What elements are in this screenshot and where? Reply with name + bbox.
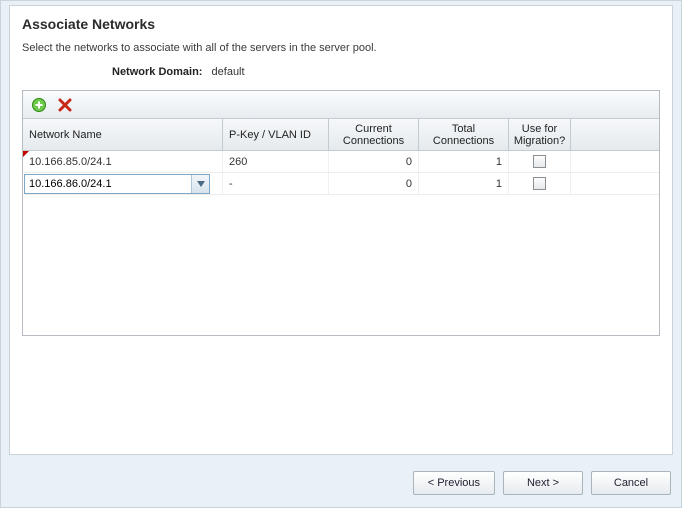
migration-checkbox[interactable] (533, 155, 546, 168)
cell-end (571, 173, 583, 194)
migration-checkbox[interactable] (533, 177, 546, 190)
table-row[interactable]: 10.166.85.0/24.1 260 0 1 (23, 151, 659, 173)
content-area: Associate Networks Select the networks t… (9, 5, 673, 455)
col-header-current-conn[interactable]: CurrentConnections (329, 119, 419, 150)
page-title: Associate Networks (22, 16, 660, 32)
grid-body[interactable]: 10.166.85.0/24.1 260 0 1 (23, 151, 659, 335)
col-header-network-name[interactable]: Network Name (23, 119, 223, 150)
previous-button[interactable]: < Previous (413, 471, 495, 495)
chevron-down-icon[interactable] (191, 175, 209, 193)
network-domain-label: Network Domain: (112, 66, 202, 78)
add-icon[interactable] (31, 97, 47, 113)
networks-grid: Network Name P-Key / VLAN ID CurrentConn… (22, 90, 660, 336)
delete-icon[interactable] (57, 97, 73, 113)
dirty-indicator-icon (23, 151, 29, 157)
cell-end (571, 151, 583, 172)
cell-network-name[interactable] (23, 173, 223, 194)
cell-current-conn: 0 (329, 151, 419, 172)
cell-pkey[interactable]: - (223, 173, 329, 194)
col-header-end (571, 119, 583, 150)
cell-migration[interactable] (509, 173, 571, 194)
cell-pkey[interactable]: 260 (223, 151, 329, 172)
network-name-combo[interactable] (24, 174, 210, 194)
page-subtitle: Select the networks to associate with al… (22, 42, 660, 54)
col-header-total-conn[interactable]: TotalConnections (419, 119, 509, 150)
cell-migration[interactable] (509, 151, 571, 172)
cell-current-conn: 0 (329, 173, 419, 194)
table-row[interactable]: - 0 1 (23, 173, 659, 195)
cell-total-conn: 1 (419, 173, 509, 194)
network-domain-value: default (212, 66, 245, 78)
next-button[interactable]: Next > (503, 471, 583, 495)
col-header-pkey[interactable]: P-Key / VLAN ID (223, 119, 329, 150)
wizard-button-bar: < Previous Next > Cancel (413, 471, 671, 495)
grid-toolbar (23, 91, 659, 119)
network-domain-row: Network Domain: default (112, 66, 660, 78)
cancel-button[interactable]: Cancel (591, 471, 671, 495)
cell-network-name[interactable]: 10.166.85.0/24.1 (23, 151, 223, 172)
network-name-input[interactable] (25, 178, 191, 190)
grid-header: Network Name P-Key / VLAN ID CurrentConn… (23, 119, 659, 151)
col-header-migration[interactable]: Use forMigration? (509, 119, 571, 150)
wizard-panel: Associate Networks Select the networks t… (0, 0, 682, 508)
cell-total-conn: 1 (419, 151, 509, 172)
